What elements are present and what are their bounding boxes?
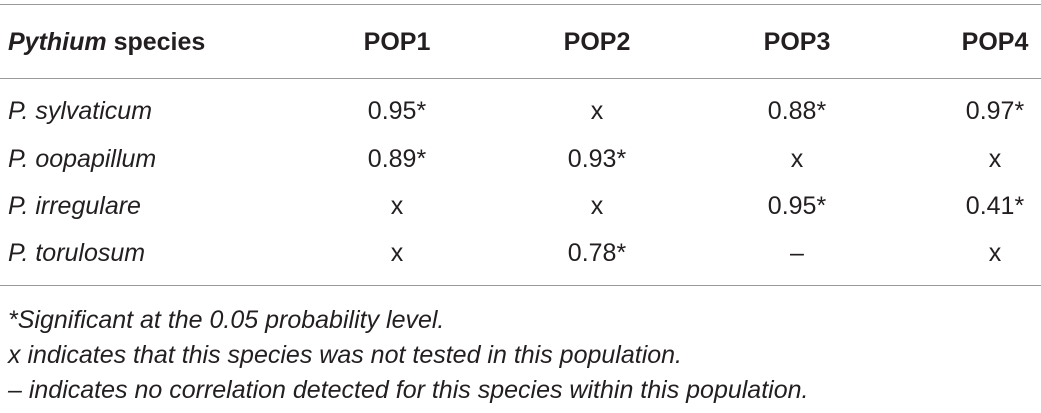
footnote: x indicates that this species was not te… <box>8 341 682 369</box>
value-cell: x <box>390 239 404 267</box>
value-cell: 0.95* <box>767 192 827 220</box>
header-word: species <box>113 28 206 56</box>
bottom-rule <box>0 285 1041 286</box>
value-cell: x <box>790 145 804 173</box>
header-cell: Pythium species <box>8 27 205 57</box>
value-cell: 0.41* <box>965 192 1025 220</box>
value-cell: 0.89* <box>367 145 427 173</box>
value-cell: – <box>790 239 804 267</box>
species-name: P. torulosum <box>8 239 146 267</box>
value-cell: 0.95* <box>367 97 427 125</box>
value-cell: x <box>590 192 604 220</box>
species-name: P. oopapillum <box>8 145 157 173</box>
value-cell: 0.93* <box>567 145 627 173</box>
header-cell: POP1 <box>363 28 431 56</box>
top-rule <box>0 4 1041 5</box>
header-cell: POP4 <box>961 28 1029 56</box>
species-name: P. irregulare <box>8 192 141 220</box>
value-cell: x <box>988 145 1002 173</box>
footnote: – indicates no correlation detected for … <box>8 376 809 404</box>
value-cell: x <box>390 192 404 220</box>
value-cell: 0.78* <box>567 239 627 267</box>
value-cell: x <box>988 239 1002 267</box>
header-rule <box>0 78 1041 79</box>
header-genus: Pythium <box>8 28 107 56</box>
species-name: P. sylvaticum <box>8 97 153 125</box>
footnote: *Significant at the 0.05 probability lev… <box>8 306 445 334</box>
header-cell: POP3 <box>763 28 831 56</box>
value-cell: 0.97* <box>965 97 1025 125</box>
value-cell: 0.88* <box>767 97 827 125</box>
value-cell: x <box>590 97 604 125</box>
header-cell: POP2 <box>563 28 631 56</box>
